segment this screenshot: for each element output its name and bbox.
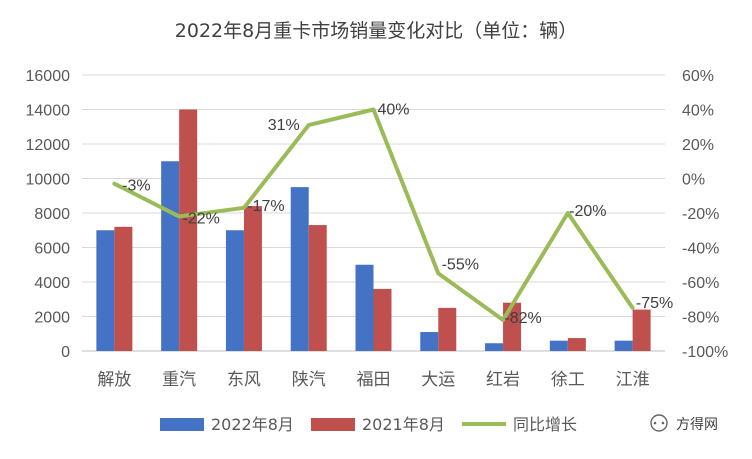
left-tick-label: 8000 xyxy=(34,206,70,223)
growth-line xyxy=(112,107,635,322)
bar-2021 xyxy=(438,307,457,351)
data-label: -82% xyxy=(504,310,541,327)
bar-2022 xyxy=(161,161,180,351)
data-label: -20% xyxy=(569,203,606,220)
category-label: 解放 xyxy=(97,370,131,390)
right-y-axis: -100% -80% -60% -40% -20% 0% 20% 40% 60% xyxy=(682,68,728,361)
data-label: -3% xyxy=(122,178,150,195)
legend-swatch xyxy=(160,418,204,431)
right-tick-label: -80% xyxy=(682,310,719,327)
category-label: 福田 xyxy=(357,370,391,390)
data-label: -17% xyxy=(247,198,284,215)
right-tick-label: -20% xyxy=(682,206,719,223)
right-tick-label: 0% xyxy=(682,172,705,189)
category-label: 徐工 xyxy=(551,370,585,390)
right-tick-label: -100% xyxy=(682,344,728,361)
legend-label: 2022年8月 xyxy=(211,415,294,434)
bar-2022 xyxy=(355,264,374,351)
bar-2021 xyxy=(114,226,133,351)
left-tick-label: 2000 xyxy=(34,310,70,327)
wechat-logo-icon xyxy=(650,414,668,432)
left-tick-label: 6000 xyxy=(34,241,70,258)
bar-2022 xyxy=(96,230,115,351)
left-tick-label: 10000 xyxy=(26,172,71,189)
data-label: -22% xyxy=(182,210,219,227)
left-tick-label: 12000 xyxy=(26,137,71,154)
left-tick-label: 0 xyxy=(61,344,70,361)
bar-2021 xyxy=(632,309,651,351)
chart-title: 2022年8月重卡市场销量变化对比（单位：辆） xyxy=(175,20,577,42)
bar-2022 xyxy=(549,340,568,351)
bar-2021 xyxy=(179,109,198,351)
left-tick-label: 4000 xyxy=(34,275,70,292)
watermark: 方得网 xyxy=(650,414,718,433)
bar-2022 xyxy=(290,187,309,351)
right-tick-label: 20% xyxy=(682,137,714,154)
right-tick-label: -40% xyxy=(682,241,719,258)
data-label: -55% xyxy=(442,256,479,273)
legend-label: 2021年8月 xyxy=(362,415,445,434)
category-axis: 解放 重汽 东风 陕汽 福田 大运 红岩 徐工 江淮 xyxy=(97,370,649,390)
category-label: 东风 xyxy=(227,370,261,390)
bar-2022 xyxy=(485,343,504,351)
legend: 2022年8月 2021年8月 同比增长 xyxy=(160,415,577,434)
bar-2022 xyxy=(420,332,439,351)
line-series: -3% -22% -17% 31% 40% -55% -82% -20% -75% xyxy=(112,102,673,327)
bar-2022 xyxy=(614,340,633,351)
watermark-text: 方得网 xyxy=(676,416,718,433)
left-tick-label: 16000 xyxy=(26,68,71,85)
category-label: 江淮 xyxy=(616,370,650,390)
right-tick-label: 40% xyxy=(682,103,714,120)
bar-2021 xyxy=(308,225,327,351)
category-label: 陕汽 xyxy=(292,370,326,390)
right-tick-label: -60% xyxy=(682,275,719,292)
legend-swatch xyxy=(311,418,355,431)
category-label: 红岩 xyxy=(486,370,520,390)
bar-2021 xyxy=(243,206,262,351)
legend-label: 同比增长 xyxy=(513,415,577,434)
data-label: 31% xyxy=(268,117,300,134)
category-label: 大运 xyxy=(421,370,455,390)
data-label: -75% xyxy=(636,295,673,312)
right-tick-label: 60% xyxy=(682,68,714,85)
bar-2022 xyxy=(225,230,244,351)
category-label: 重汽 xyxy=(162,370,196,390)
left-y-axis: 0 2000 4000 6000 8000 10000 12000 14000 16000 xyxy=(26,68,71,361)
data-label: 40% xyxy=(377,102,409,119)
bar-2021 xyxy=(373,288,392,351)
bar-2021 xyxy=(567,338,586,351)
bar-series xyxy=(96,109,651,351)
left-tick-label: 14000 xyxy=(26,103,71,120)
